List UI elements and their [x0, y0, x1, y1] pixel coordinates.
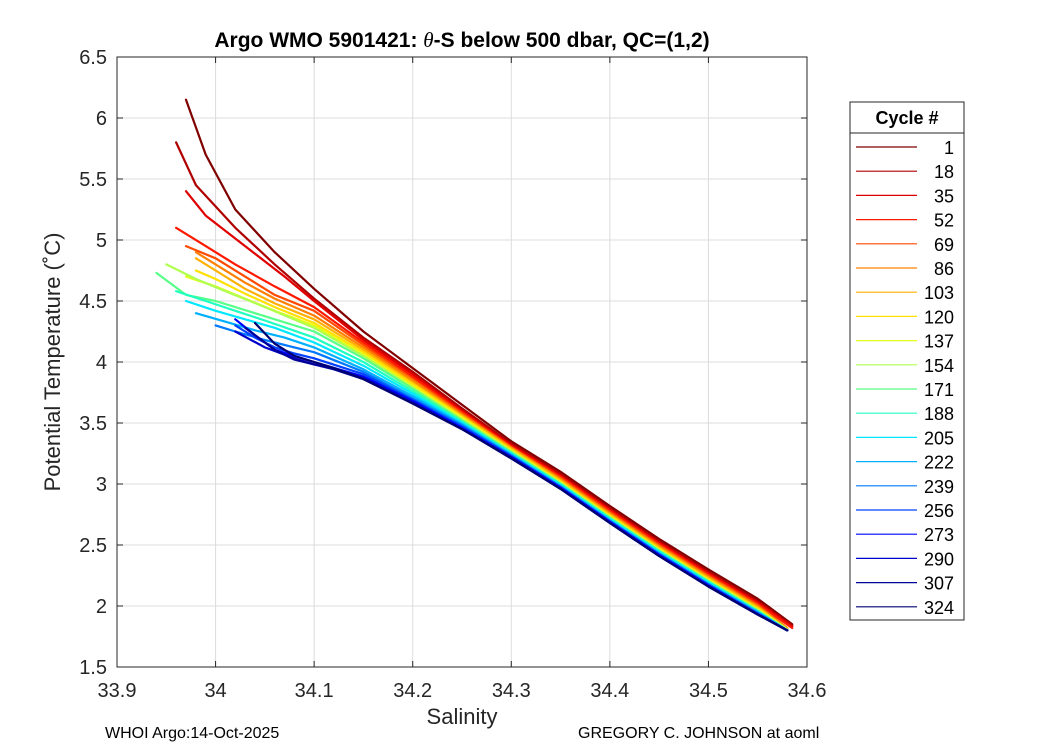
series-line-cycle-1 [184, 98, 794, 626]
legend-label-52: 52 [934, 211, 954, 231]
legend-label-86: 86 [934, 259, 954, 279]
legend-label-239: 239 [924, 477, 954, 497]
legend-label-35: 35 [934, 186, 954, 206]
legend-label-137: 137 [924, 332, 954, 352]
y-tick-label: 6.5 [79, 47, 107, 69]
y-tick-label: 5 [96, 230, 107, 252]
legend-label-120: 120 [924, 307, 954, 327]
legend-label-154: 154 [924, 356, 954, 376]
legend-label-171: 171 [924, 380, 954, 400]
x-tick-label: 34.4 [590, 680, 629, 702]
legend-label-256: 256 [924, 501, 954, 521]
y-tick-label: 4.5 [79, 291, 107, 313]
y-tick-label: 1.5 [79, 657, 107, 679]
title-prefix: Argo WMO 5901421: [214, 29, 423, 52]
plot-area: 33.9 34 34.1 34.2 34.3 34.4 34.5 34.6 1.5 2 2.5 3 3.… [79, 47, 826, 702]
legend-label-1: 1 [944, 138, 954, 158]
y-tick-label: 2 [96, 596, 107, 618]
legend-items: 1 18 35 52 69 86 103 120 137 154 171 188 205 222 239 25… [856, 138, 954, 618]
legend: Cycle # 1 18 35 52 69 86 103 120 137 154 171 188 205… [849, 101, 965, 621]
chart-title: Argo WMO 5901421: θ-S below 500 dbar, QC… [214, 28, 709, 52]
y-tick-label: 2.5 [79, 535, 107, 557]
title-suffix: -S below 500 dbar, QC=(1,2) [434, 29, 710, 52]
axis-ticks: 33.9 34 34.1 34.2 34.3 34.4 34.5 34.6 1.5 2 2.5 3 3.… [79, 47, 826, 702]
x-tick-label: 34.3 [492, 680, 531, 702]
x-axis-label: Salinity [427, 704, 498, 729]
series-line-cycle-324 [253, 321, 789, 632]
legend-title: Cycle # [875, 108, 938, 128]
y-axis-label: Potential Temperature (˚C) [40, 233, 65, 492]
legend-label-290: 290 [924, 549, 954, 569]
x-tick-label: 34.6 [788, 680, 827, 702]
series-line-cycle-18 [175, 141, 794, 627]
legend-label-69: 69 [934, 235, 954, 255]
x-tick-label: 34.2 [393, 680, 432, 702]
x-tick-label: 33.9 [98, 680, 137, 702]
y-tick-label: 3 [96, 474, 107, 496]
legend-label-222: 222 [924, 453, 954, 473]
y-tick-label: 4 [96, 352, 107, 374]
footer-left-credit: WHOI Argo:14-Oct-2025 [105, 725, 280, 742]
legend-label-307: 307 [924, 574, 954, 594]
x-tick-label: 34.1 [295, 680, 334, 702]
legend-label-103: 103 [924, 283, 954, 303]
title-theta: θ [423, 28, 433, 52]
x-tick-label: 34.5 [689, 680, 728, 702]
footer-right-credit: GREGORY C. JOHNSON at aoml [578, 725, 820, 742]
series-lines [155, 98, 794, 632]
y-tick-label: 5.5 [79, 169, 107, 191]
legend-label-324: 324 [924, 598, 954, 618]
x-tick-label: 34 [204, 680, 226, 702]
y-tick-label: 3.5 [79, 413, 107, 435]
legend-label-273: 273 [924, 525, 954, 545]
legend-label-188: 188 [924, 404, 954, 424]
grid [117, 57, 807, 667]
legend-label-18: 18 [934, 162, 954, 182]
legend-label-205: 205 [924, 428, 954, 448]
y-tick-label: 6 [96, 108, 107, 130]
